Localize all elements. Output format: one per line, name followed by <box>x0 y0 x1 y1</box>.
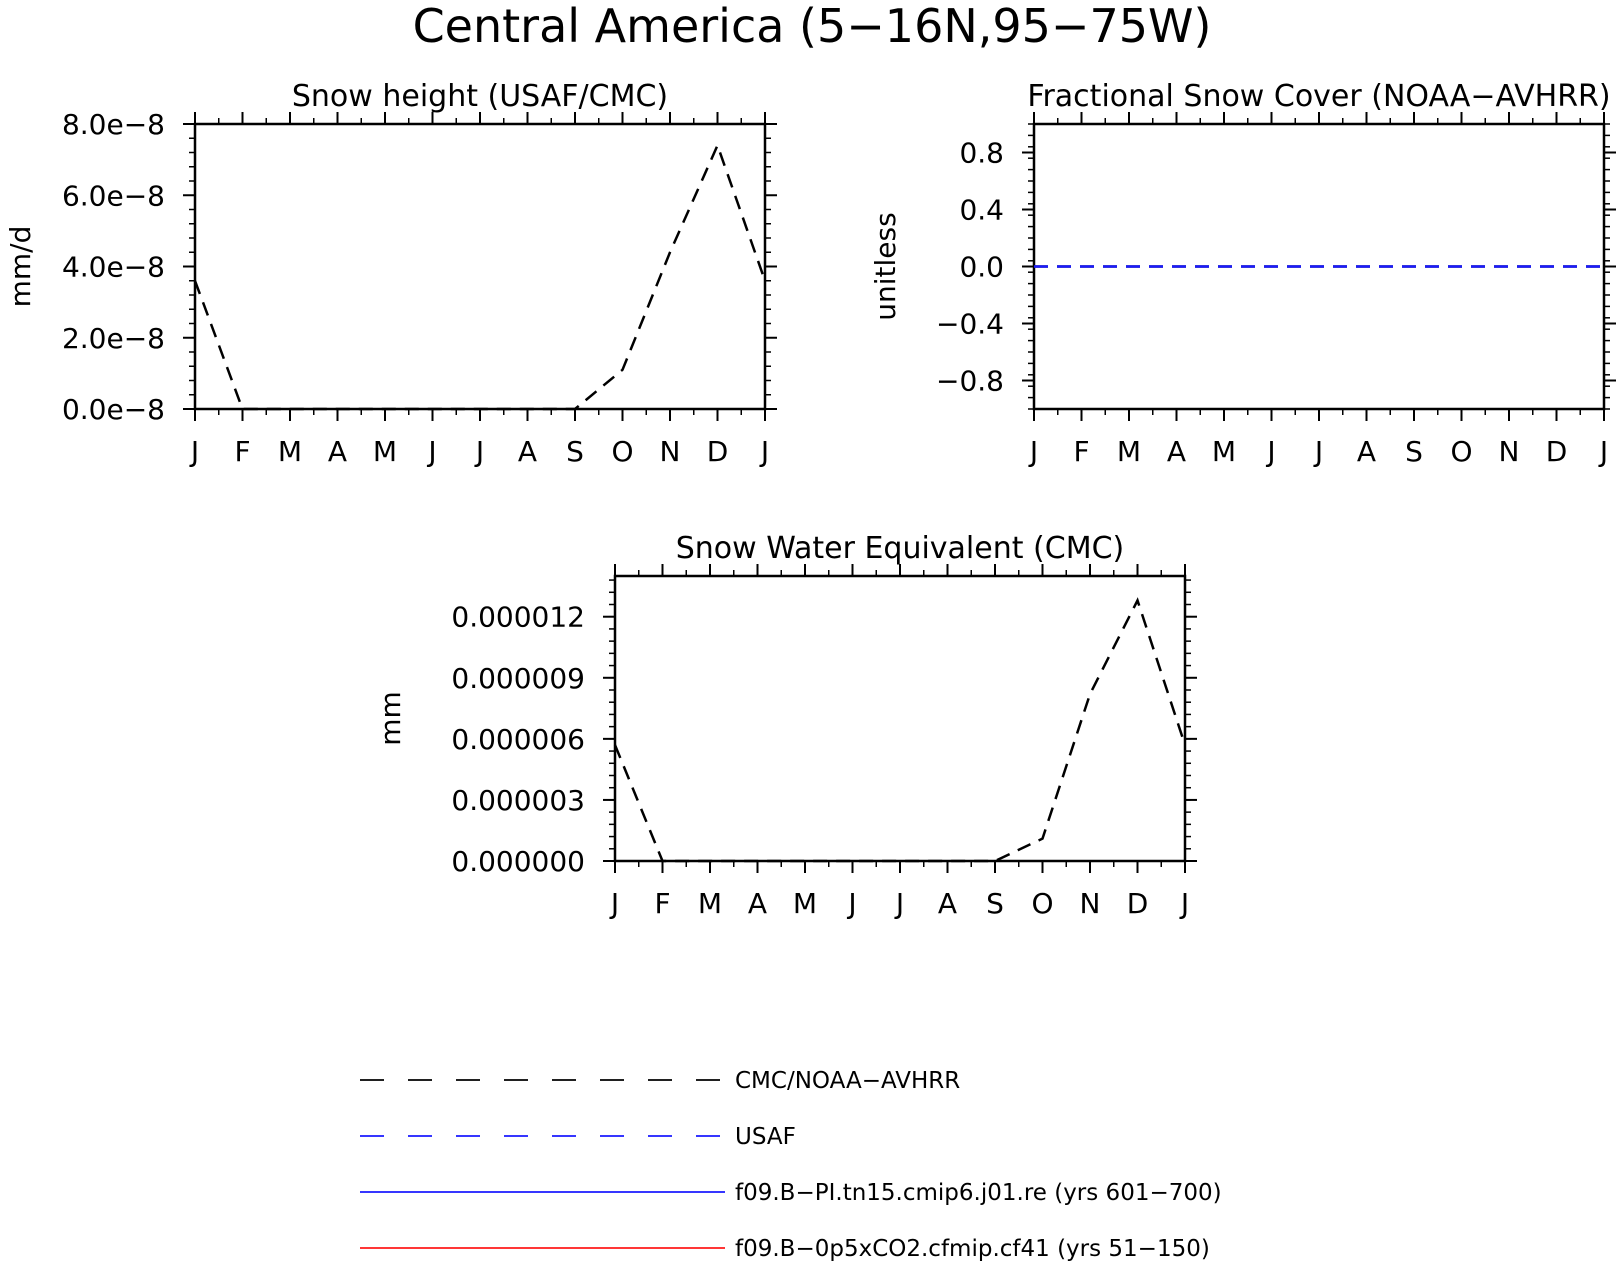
y-axis-label: mm/d <box>4 226 37 308</box>
chart-panel-1: Snow height (USAF/CMC)mm/dJ F M A M J J A S O N D J0… <box>4 79 777 468</box>
x-tick-label: J <box>609 887 619 920</box>
x-tick-label: M <box>1212 435 1236 468</box>
x-tick-label: A <box>1167 435 1186 468</box>
x-tick-label: A <box>938 887 957 920</box>
chart-panel-2: Fractional Snow Cover (NOAA−AVHRR) unitle… <box>869 79 1616 468</box>
x-tick-label: N <box>660 435 681 468</box>
x-tick-label: A <box>518 435 537 468</box>
y-tick-label: 0.000000 <box>451 845 585 878</box>
x-tick-label: J <box>759 435 769 468</box>
x-tick-label: J <box>474 435 484 468</box>
y-tick-label: 6.0e−8 <box>62 179 165 212</box>
y-tick-label: 0.000003 <box>451 784 585 817</box>
x-tick-label: D <box>707 435 729 468</box>
legend-label: CMC/NOAA−AVHRR <box>735 1068 960 1094</box>
x-tick-label: J <box>1598 435 1608 468</box>
x-tick-label: J <box>1265 435 1275 468</box>
y-tick-label: −0.8 <box>936 365 1004 398</box>
x-tick-label: J <box>1179 887 1189 920</box>
y-tick-label: 8.0e−8 <box>62 108 165 141</box>
y-tick-label: 2.0e−8 <box>62 322 165 355</box>
x-tick-label: A <box>1357 435 1376 468</box>
plot-frame <box>193 122 767 411</box>
x-tick-label: O <box>1450 435 1472 468</box>
series-line-1 <box>193 142 767 411</box>
chart-title: Snow Water Equivalent (CMC) <box>676 531 1124 566</box>
y-tick-label: 0.8 <box>959 137 1004 170</box>
x-tick-label: J <box>894 887 904 920</box>
y-tick-label: 0.000006 <box>451 723 585 756</box>
x-tick-label: O <box>611 435 633 468</box>
x-tick-label: F <box>1073 435 1089 468</box>
x-tick-label: M <box>698 887 722 920</box>
x-tick-label: M <box>1117 435 1141 468</box>
x-tick-label: A <box>748 887 767 920</box>
y-tick-label: 0.000009 <box>451 662 585 695</box>
x-tick-label: J <box>426 435 436 468</box>
panels: Snow height (USAF/CMC)mm/dJ F M A M J J A S O N D J0… <box>4 79 1616 920</box>
series-line-1 <box>613 597 1187 863</box>
y-tick-label: 0.0e−8 <box>62 393 165 426</box>
y-axis-label: unitless <box>869 212 902 320</box>
x-tick-label: F <box>234 435 250 468</box>
x-tick-label: S <box>566 435 584 468</box>
legend-item: f09.B−PI.tn15.cmip6.j01.re (yrs 601−700) <box>360 1180 1222 1206</box>
y-tick-label: −0.4 <box>936 308 1004 341</box>
x-tick-label: N <box>1080 887 1101 920</box>
y-tick-label: 0.4 <box>959 194 1004 227</box>
legend-label: USAF <box>735 1124 796 1150</box>
y-tick-label: 0.000012 <box>451 601 585 634</box>
x-tick-label: M <box>373 435 397 468</box>
x-tick-label: D <box>1127 887 1149 920</box>
x-tick-label: F <box>654 887 670 920</box>
x-tick-label: O <box>1031 887 1053 920</box>
legend: CMC/NOAA−AVHRR USAF f09.B−PI.tn15.cmip6.j0… <box>360 1068 1222 1262</box>
chart-panel-3: Snow Water Equivalent (CMC)mmJ F M A M J J A S O N… <box>374 531 1197 920</box>
y-axis-label: mm <box>374 691 407 746</box>
legend-item: CMC/NOAA−AVHRR <box>360 1068 960 1094</box>
x-tick-label: D <box>1546 435 1568 468</box>
x-tick-label: M <box>278 435 302 468</box>
plot-frame <box>613 574 1187 863</box>
legend-label: f09.B−PI.tn15.cmip6.j01.re (yrs 601−700) <box>735 1180 1222 1206</box>
legend-item: USAF <box>360 1124 796 1150</box>
chart-title: Snow height (USAF/CMC) <box>292 79 668 114</box>
x-tick-label: S <box>1405 435 1423 468</box>
y-tick-label: 4.0e−8 <box>62 251 165 284</box>
y-tick-label: 0.0 <box>959 251 1004 284</box>
legend-label: f09.B−0p5xCO2.cfmip.cf41 (yrs 51−150) <box>735 1236 1210 1262</box>
legend-item: f09.B−0p5xCO2.cfmip.cf41 (yrs 51−150) <box>360 1236 1210 1262</box>
x-tick-label: J <box>1313 435 1323 468</box>
x-tick-label: A <box>328 435 347 468</box>
x-tick-label: J <box>846 887 856 920</box>
x-tick-label: S <box>986 887 1004 920</box>
x-tick-label: J <box>189 435 199 468</box>
x-tick-label: N <box>1499 435 1520 468</box>
x-tick-label: J <box>1028 435 1038 468</box>
chart-title: Fractional Snow Cover (NOAA−AVHRR) <box>1027 79 1610 114</box>
figure-title: Central America (5−16N,95−75W) <box>413 0 1212 53</box>
x-tick-label: M <box>793 887 817 920</box>
